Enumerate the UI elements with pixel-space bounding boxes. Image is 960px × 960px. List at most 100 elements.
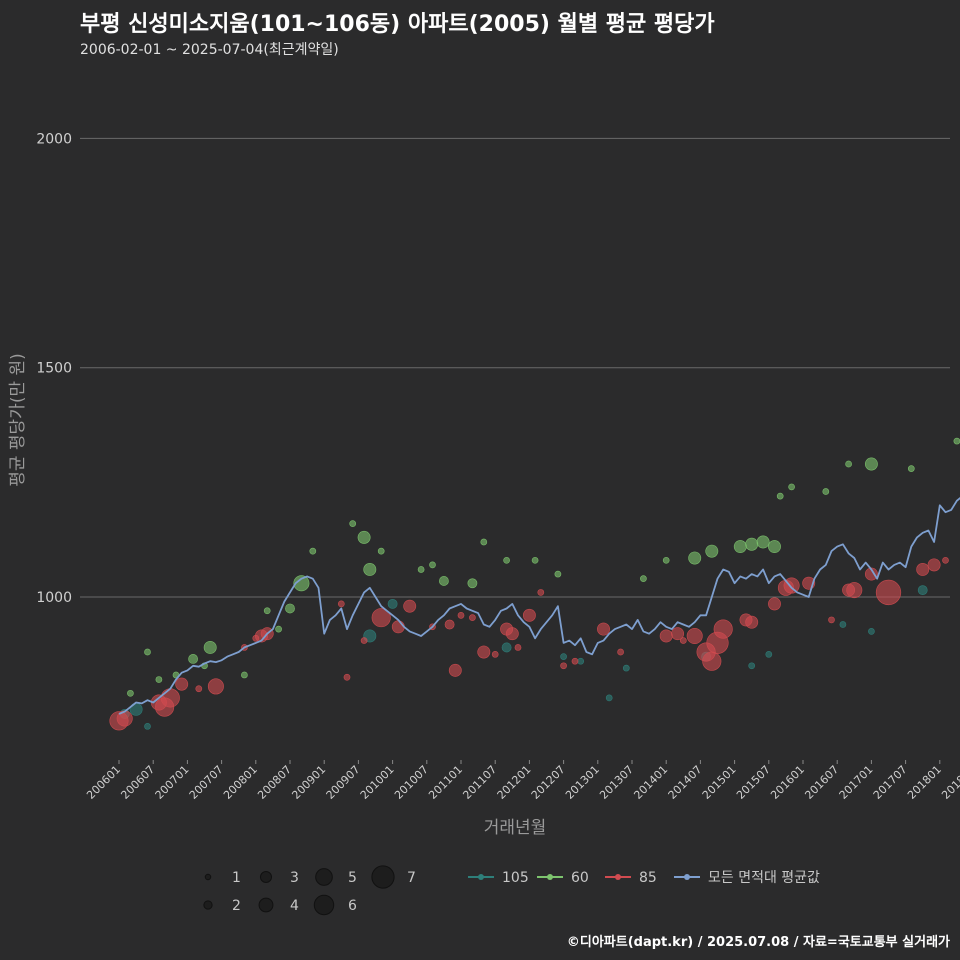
- point-85-17: [403, 599, 417, 613]
- x-tick-label-201101: 201101: [426, 763, 465, 802]
- point-105-4: [387, 598, 398, 609]
- x-tick-label-201701: 201701: [837, 763, 876, 802]
- legend-marker-1: [547, 874, 553, 880]
- point-85-41: [713, 619, 733, 639]
- point-85-43: [745, 615, 759, 629]
- point-60-22: [503, 556, 510, 564]
- point-60-6: [203, 640, 217, 654]
- chart-subtitle: 2006-02-01 ~ 2025-07-04(최근계약일): [80, 42, 339, 58]
- point-60-19: [438, 576, 449, 586]
- point-60-30: [745, 537, 759, 551]
- x-tick-label-200807: 200807: [255, 763, 294, 802]
- x-tick-label-200901: 200901: [289, 763, 328, 802]
- point-60-32: [768, 540, 781, 554]
- point-85-37: [686, 627, 703, 644]
- x-tick-label-201301: 201301: [563, 763, 602, 802]
- point-85-7: [207, 678, 224, 695]
- size-legend-label-3: 3: [290, 870, 299, 886]
- legend-label-0: 105: [502, 870, 529, 886]
- point-60-27: [688, 551, 702, 565]
- legend-marker-2: [615, 874, 621, 880]
- x-tick-label-201607: 201607: [802, 763, 841, 802]
- point-60-2: [155, 676, 163, 683]
- point-85-48: [828, 616, 835, 624]
- point-85-13: [343, 673, 351, 681]
- point-85-35: [671, 627, 685, 641]
- point-105-8: [605, 694, 613, 702]
- point-60-7: [241, 671, 248, 679]
- x-tick-label-201507: 201507: [734, 763, 773, 802]
- point-60-11: [293, 575, 310, 592]
- point-60-38: [907, 465, 915, 472]
- point-60-29: [733, 540, 747, 554]
- point-85-31: [571, 657, 579, 665]
- point-60-31: [756, 535, 770, 549]
- point-105-14: [868, 628, 875, 635]
- point-60-12: [309, 547, 317, 555]
- legend-label-1: 60: [571, 870, 589, 886]
- point-60-20: [467, 578, 478, 589]
- point-105-7: [577, 657, 585, 665]
- point-60-26: [662, 556, 670, 564]
- point-60-10: [285, 603, 295, 614]
- point-85-19: [444, 619, 455, 630]
- point-85-52: [875, 579, 902, 606]
- x-tick-label-200801: 200801: [221, 763, 260, 802]
- point-105-5: [501, 642, 512, 653]
- x-tick-label-201107: 201107: [460, 763, 499, 802]
- point-85-54: [927, 558, 941, 572]
- point-60-33: [776, 492, 784, 500]
- size-legend-label-4: 4: [290, 898, 299, 914]
- size-legend-label-5: 5: [348, 870, 357, 886]
- x-tick-label-200601: 200601: [84, 763, 123, 802]
- point-85-44: [768, 597, 781, 611]
- point-105-2: [144, 722, 151, 730]
- x-tick-label-201601: 201601: [768, 763, 807, 802]
- point-60-37: [864, 457, 878, 471]
- y-axis-title: 평균 평당가(만 원): [8, 353, 28, 487]
- point-85-5: [175, 677, 189, 691]
- x-tick-label-201801: 201801: [905, 763, 944, 802]
- point-85-36: [679, 637, 687, 644]
- size-legend-symbol-7: [371, 865, 395, 889]
- y-tick-label-1000: 1000: [36, 590, 72, 606]
- y-tick-label-1500: 1500: [36, 361, 72, 377]
- point-105-15: [917, 585, 928, 596]
- point-60-39: [953, 437, 960, 445]
- point-60-13: [349, 520, 357, 527]
- point-105-6: [560, 653, 567, 660]
- x-tick-label-201707: 201707: [871, 763, 910, 802]
- x-tick-label-201401: 201401: [631, 763, 670, 802]
- point-105-13: [839, 621, 847, 628]
- point-60-16: [377, 547, 385, 555]
- point-85-27: [514, 644, 522, 651]
- size-legend-label-1: 1: [232, 870, 241, 886]
- point-85-6: [195, 685, 203, 693]
- size-legend-label-7: 7: [407, 870, 416, 886]
- x-tick-label-200907: 200907: [324, 763, 363, 802]
- point-60-28: [705, 544, 719, 558]
- point-60-25: [640, 575, 647, 583]
- point-85-16: [391, 620, 405, 634]
- y-tick-label-2000: 2000: [36, 131, 72, 147]
- point-85-46: [783, 577, 800, 594]
- point-105-9: [622, 664, 630, 672]
- point-60-9: [275, 625, 282, 633]
- legend-label-3: 모든 면적대 평균값: [708, 870, 820, 886]
- point-85-14: [360, 637, 368, 644]
- point-85-32: [597, 622, 610, 636]
- point-85-30: [560, 662, 567, 670]
- point-85-33: [617, 648, 624, 656]
- point-60-36: [845, 460, 852, 468]
- point-60-4: [188, 654, 198, 664]
- point-85-21: [457, 611, 465, 619]
- point-60-0: [127, 689, 134, 697]
- size-legend-symbol-3: [259, 870, 273, 884]
- x-tick-label-201201: 201201: [495, 763, 534, 802]
- point-85-20: [448, 663, 462, 677]
- point-85-24: [491, 650, 499, 658]
- x-tick-label-200607: 200607: [118, 763, 157, 802]
- size-legend-symbol-4: [258, 897, 274, 913]
